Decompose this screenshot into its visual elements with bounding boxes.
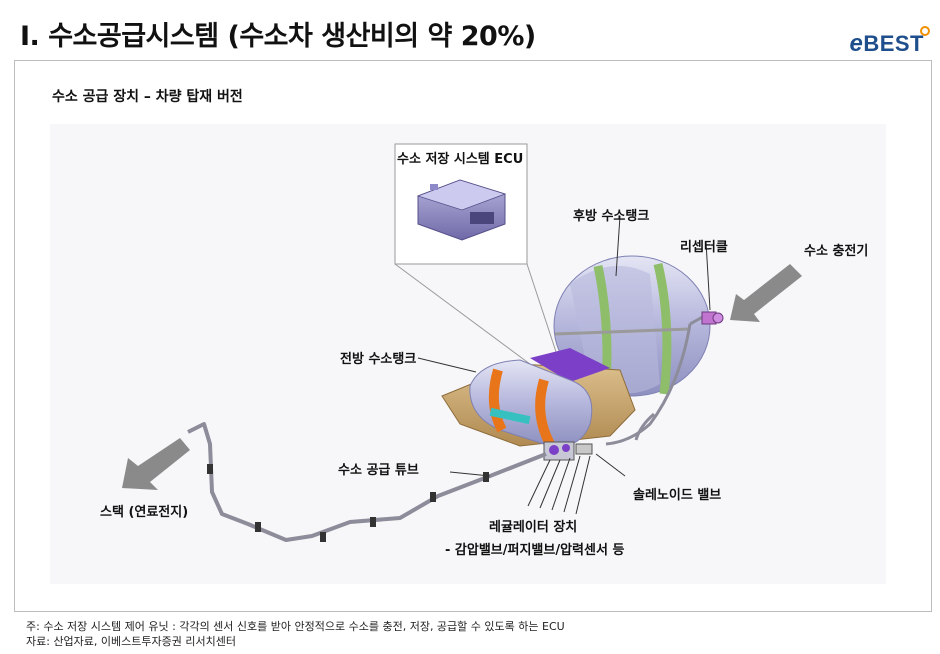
stack-label: 스택 (연료전지) [100,505,189,520]
ecu-module-icon [416,179,507,241]
front-tank-illustration [469,359,593,448]
leader-lines [417,215,711,515]
hydrogen-supply-diagram [50,124,886,584]
rear-tank-label: 후방 수소탱크 [573,209,650,224]
logo-text: BEST [863,31,924,56]
ebest-logo: eBEST [849,26,930,58]
supply-tube-label: 수소 공급 튜브 [338,463,419,478]
page-title: I. 수소공급시스템 (수소차 생산비의 약 20%) [20,21,536,52]
logo-dot-icon [920,26,930,36]
regulator-label: 레귤레이터 장치 [489,520,578,535]
supply-tube [187,422,547,542]
regulator-assembly [543,441,593,461]
source-note: 자료: 산업자료, 이베스트투자증권 리서치센터 [26,635,236,648]
receptacle-label: 리셉터클 [680,240,728,255]
logo-prefix: e [849,30,864,57]
regulator-detail-label: - 감압밸브/퍼지밸브/압력센서 등 [445,543,625,558]
footnote: 주: 수소 저장 시스템 제어 유닛 : 각각의 센서 신호를 받아 안정적으로… [26,620,565,633]
charger-arrow-icon [730,264,802,322]
receptacle-icon [701,311,724,325]
charger-label: 수소 충전기 [804,244,869,259]
stack-arrow-icon [122,438,190,490]
panel-subtitle: 수소 공급 장치 – 차량 탑재 버전 [52,89,243,105]
ecu-label: 수소 저장 시스템 ECU [397,152,524,167]
solenoid-valve-label: 솔레노이드 밸브 [633,488,722,503]
tube-clips [207,464,489,542]
ecu-callout [394,143,563,371]
front-tank-label: 전방 수소탱크 [340,352,417,367]
